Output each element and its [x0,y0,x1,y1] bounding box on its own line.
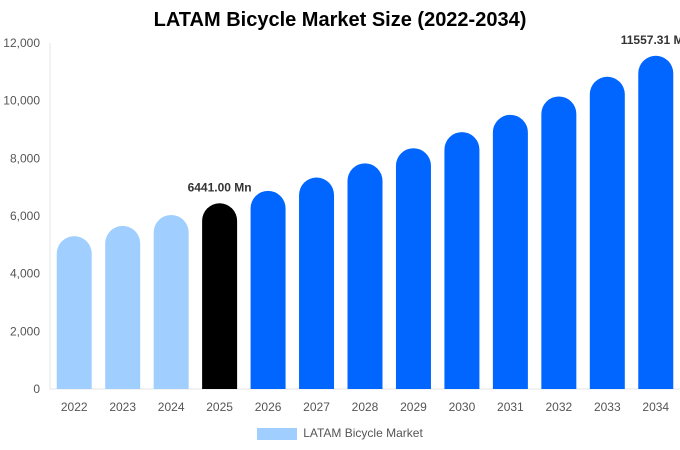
bar-2023 [105,225,141,389]
bar-2028 [347,163,383,389]
x-tick-label: 2031 [497,400,524,414]
x-tick-label: 2023 [109,400,136,414]
data-label: 11557.31 Mn [621,33,680,47]
bar-2032 [541,96,577,389]
x-tick-label: 2027 [303,400,330,414]
chart-title: LATAM Bicycle Market Size (2022-2034) [153,9,527,31]
x-tick-label: 2030 [449,400,476,414]
x-tick-label: 2032 [545,400,572,414]
legend: LATAM Bicycle Market [0,426,680,440]
y-tick-label: 8,000 [10,151,40,165]
bar-2034 [638,55,674,390]
y-tick-label: 2,000 [10,324,40,338]
bar-2033 [589,76,625,389]
data-label: 6441.00 Mn [188,180,252,194]
y-tick-label: 12,000 [3,36,40,50]
x-tick-label: 2024 [158,400,185,414]
legend-label: LATAM Bicycle Market [303,426,423,440]
x-tick-label: 2026 [255,400,282,414]
x-tick-label: 2033 [594,400,621,414]
bar-2029 [395,148,431,389]
y-tick-label: 4,000 [10,267,40,281]
bar-2027 [299,177,335,389]
legend-swatch [257,427,298,440]
x-tick-label: 2022 [61,400,88,414]
y-tick-label: 10,000 [3,94,40,108]
x-tick-label: 2029 [400,400,427,414]
x-tick-label: 2034 [642,400,669,414]
bar-2024 [153,214,189,389]
bar-2030 [444,132,480,389]
x-tick-label: 2025 [206,400,233,414]
y-tick-label: 6,000 [10,209,40,223]
bar-2031 [492,114,528,389]
bar-2026 [250,190,286,389]
x-tick-label: 2028 [352,400,379,414]
bar-2022 [56,236,92,389]
bar-2025 [202,203,238,389]
y-tick-label: 0 [33,382,40,396]
